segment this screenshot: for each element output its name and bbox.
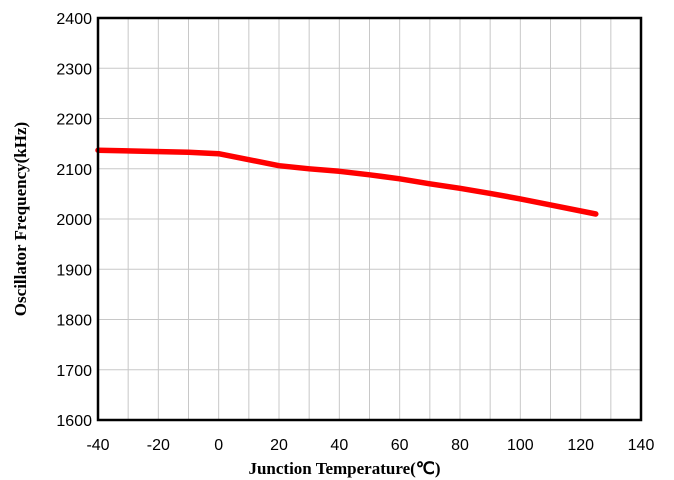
y-axis-title: Oscillator Frequency(kHz) (11, 122, 30, 316)
y-tick-label: 2400 (56, 11, 92, 28)
x-tick-label: 120 (567, 437, 594, 454)
plot-frame (96, 16, 643, 422)
y-tick-label: 1600 (56, 413, 92, 430)
y-tick-label: 1800 (56, 313, 92, 330)
y-tick-labels: 1600 1700 1800 1900 2000 2100 2200 2300 2400 (56, 11, 92, 430)
grid (98, 18, 641, 420)
x-tick-label: 0 (214, 437, 223, 454)
x-tick-label: 140 (628, 437, 655, 454)
y-tick-label: 1700 (56, 363, 92, 380)
x-tick-label: 20 (270, 437, 288, 454)
y-tick-label: 1900 (56, 262, 92, 279)
x-tick-label: -40 (86, 437, 109, 454)
series-line (95, 147, 599, 217)
x-tick-label: 100 (507, 437, 534, 454)
y-tick-label: 2200 (56, 112, 92, 129)
series-layer (95, 147, 599, 217)
y-tick-label: 2300 (56, 61, 92, 78)
x-tick-label: -20 (147, 437, 170, 454)
x-tick-labels: -40 -20 0 20 40 60 80 100 120 140 (86, 437, 654, 454)
x-tick-label: 40 (330, 437, 348, 454)
x-tick-label: 80 (451, 437, 469, 454)
x-tick-label: 60 (391, 437, 409, 454)
y-tick-label: 2000 (56, 212, 92, 229)
y-tick-label: 2100 (56, 162, 92, 179)
x-axis-title: Junction Temperature(℃) (248, 459, 440, 478)
